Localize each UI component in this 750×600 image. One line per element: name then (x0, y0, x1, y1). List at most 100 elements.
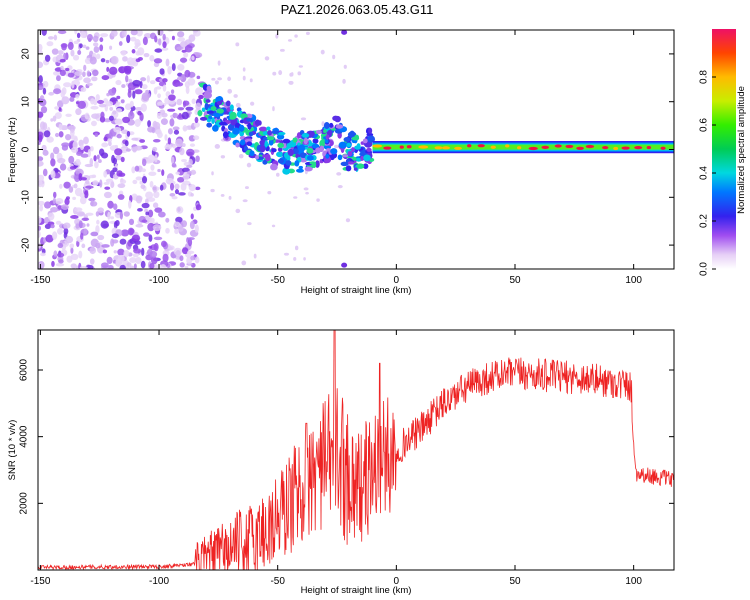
spectrogram-cell (68, 155, 75, 164)
spectrogram-cell (287, 148, 294, 157)
colorbar-label: Normalized spectral amplitude (736, 86, 747, 214)
spectrogram-cell (85, 180, 90, 184)
spectrogram-cell (80, 31, 87, 39)
spectrogram-cell (149, 80, 156, 85)
spectrogram-cell (146, 75, 150, 83)
spectrogram-cell (214, 144, 221, 149)
spectrogram-cell (147, 197, 156, 202)
spectrogram-cell (154, 35, 158, 43)
spectrogram-cell (78, 220, 83, 229)
spectrogram-cell (293, 257, 297, 261)
spectrogram-cell (242, 199, 248, 203)
spectrogram-cell (141, 202, 150, 209)
spectrogram-cell (108, 66, 118, 75)
spectrogram-cell (40, 106, 48, 114)
spectrogram-cell (63, 222, 71, 229)
spectrogram-cell (129, 100, 134, 108)
spectrogram-cell (275, 172, 280, 177)
spectrogram-cell (315, 147, 321, 154)
spectrogram-cell (108, 141, 112, 147)
spectrogram-cell (337, 185, 343, 189)
spectrogram-cell (132, 253, 139, 258)
spectrogram-cell (173, 221, 180, 226)
spectrogram-cell (114, 144, 118, 148)
spectrogram-cell (167, 245, 175, 251)
spectrogram-cell (105, 59, 110, 64)
spectrogram-cell (454, 146, 462, 150)
spectrogram-cell (235, 142, 240, 148)
spectrogram-cell (301, 133, 310, 138)
spectrogram-cell (246, 141, 253, 147)
spectrogram-cell (38, 174, 45, 181)
spectrogram-cell (165, 58, 170, 67)
spectrogram-cell (254, 119, 261, 126)
spectrogram-cell (305, 191, 309, 195)
spectrogram-cell (74, 207, 83, 212)
spectrogram-cell (106, 256, 113, 265)
spectrogram-cell (621, 146, 630, 150)
spectrogram-cell (351, 147, 355, 153)
spectrogram-cell (61, 96, 70, 105)
spectrogram-cell (157, 211, 166, 218)
spectrogram-cell (127, 227, 135, 236)
spectrogram-cell (167, 65, 172, 75)
spectrogram-cell (244, 186, 249, 190)
y-tick-label: 0 (21, 146, 32, 152)
spectrogram-cell (57, 243, 64, 249)
spectrogram-cell (145, 191, 154, 199)
spectrogram-cell (554, 144, 562, 148)
spectrogram-cell (50, 206, 59, 213)
spectrogram-cell (265, 153, 271, 162)
spectrogram-cell (406, 145, 412, 149)
colorbar-tick-label: 0.4 (699, 166, 710, 180)
spectrogram-cell (78, 250, 83, 259)
spectrogram-cell (95, 53, 101, 60)
spectrogram-cell (60, 65, 64, 71)
spectrogram-cell (122, 116, 131, 124)
spectrogram-cell (184, 45, 193, 53)
spectrogram-cell (170, 89, 175, 94)
spectrogram-cell (326, 148, 331, 152)
x-tick-label: 0 (394, 576, 400, 587)
spectrogram-cell (85, 46, 90, 50)
spectrogram-cell (121, 84, 126, 88)
spectrogram-cell (126, 130, 131, 137)
spectrogram-cell (315, 160, 320, 168)
spectrogram-cell (83, 64, 87, 72)
spectrogram-cell (157, 93, 161, 99)
spectrogram-cell (38, 43, 43, 52)
spectrogram-cell (227, 76, 232, 82)
spectrogram-cell (175, 138, 184, 148)
spectrogram-cell (165, 217, 170, 223)
spectrogram-cell (50, 170, 56, 179)
spectrogram-cell (150, 164, 155, 171)
spectrogram-cell (38, 242, 42, 249)
spectrogram-cell (48, 91, 55, 96)
spectrogram-cell (324, 138, 329, 144)
spectrogram-cell (176, 98, 183, 106)
spectrogram-cell (74, 30, 78, 35)
spectrogram-cell (131, 234, 141, 242)
spectrogram-cell (194, 224, 199, 233)
spectrogram-cell (154, 154, 158, 163)
spectrogram-cell (247, 122, 252, 130)
spectrogram-cell (141, 219, 148, 223)
spectrogram-cell (278, 70, 283, 76)
spectrogram-cell (300, 117, 307, 121)
spectrogram-cell (101, 142, 109, 148)
spectrogram-cell (55, 262, 65, 267)
spectrogram-y-label: Frequency (Hz) (7, 117, 18, 182)
spectrogram-cell (45, 234, 54, 243)
spectrogram-cell (160, 118, 168, 126)
spectrogram-cell (79, 196, 87, 205)
spectrogram-cell (220, 193, 225, 197)
spectrogram-cell (41, 30, 47, 36)
spectrogram-cell (137, 56, 143, 61)
spectrogram-cell (141, 84, 148, 90)
spectrogram-cell (249, 78, 253, 83)
spectrogram-cell (148, 171, 157, 176)
spectrogram-cell (184, 69, 191, 78)
spectrogram-cell (193, 135, 200, 141)
spectrogram-cell (294, 160, 300, 167)
